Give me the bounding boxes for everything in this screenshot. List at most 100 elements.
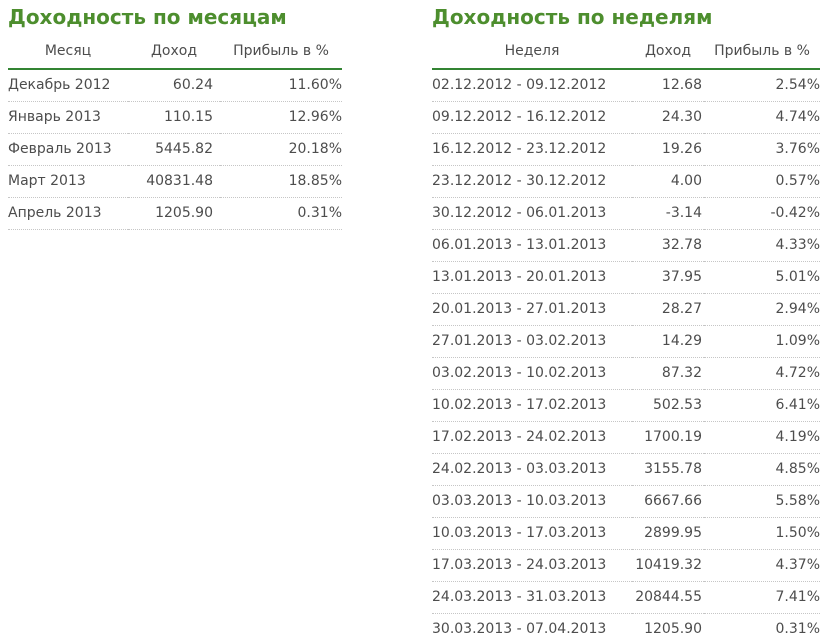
table-row: 10.03.2013 - 17.03.2013 2899.95 1.50% xyxy=(432,517,820,550)
monthly-income-cell: 1205.90 xyxy=(128,197,220,230)
weekly-income-cell: 37.95 xyxy=(632,261,704,294)
table-row: 23.12.2012 - 30.12.2012 4.00 0.57% xyxy=(432,165,820,198)
monthly-period-cell: Март 2013 xyxy=(8,165,128,198)
monthly-profit-percent-cell: 0.31% xyxy=(220,197,342,230)
monthly-profit-percent-cell: 20.18% xyxy=(220,133,342,166)
monthly-column-header-month: Месяц xyxy=(8,35,128,70)
table-row: 13.01.2013 - 20.01.2013 37.95 5.01% xyxy=(432,261,820,294)
table-row: Декабрь 2012 60.24 11.60% xyxy=(8,69,342,102)
table-row: Февраль 2013 5445.82 20.18% xyxy=(8,133,342,166)
table-row: 06.01.2013 - 13.01.2013 32.78 4.33% xyxy=(432,229,820,262)
table-row: 20.01.2013 - 27.01.2013 28.27 2.94% xyxy=(432,293,820,326)
weekly-profit-percent-cell: 5.58% xyxy=(704,485,820,518)
table-row: 17.03.2013 - 24.03.2013 10419.32 4.37% xyxy=(432,549,820,582)
monthly-column-header-profit: Прибыль в % xyxy=(220,35,342,70)
weekly-period-cell: 03.02.2013 - 10.02.2013 xyxy=(432,357,632,390)
weekly-profit-percent-cell: 4.72% xyxy=(704,357,820,390)
monthly-income-cell: 60.24 xyxy=(128,69,220,102)
weekly-profit-percent-cell: 2.94% xyxy=(704,293,820,326)
weekly-income-cell: 4.00 xyxy=(632,165,704,198)
table-row: 02.12.2012 - 09.12.2012 12.68 2.54% xyxy=(432,69,820,102)
weekly-income-cell: 2899.95 xyxy=(632,517,704,550)
table-row: 30.03.2013 - 07.04.2013 1205.90 0.31% xyxy=(432,613,820,640)
weekly-column-header-profit: Прибыль в % xyxy=(704,35,820,70)
weekly-period-cell: 13.01.2013 - 20.01.2013 xyxy=(432,261,632,294)
weekly-table-body: 02.12.2012 - 09.12.2012 12.68 2.54% 09.12.2… xyxy=(432,69,820,640)
weekly-period-cell: 17.02.2013 - 24.02.2013 xyxy=(432,421,632,454)
weekly-profit-percent-cell: 0.31% xyxy=(704,613,820,640)
monthly-table-header: Месяц Доход Прибыль в % xyxy=(8,35,342,70)
weekly-profitability-table: Неделя Доход Прибыль в % 02.12.2012 - 09… xyxy=(432,35,820,640)
weekly-period-cell: 02.12.2012 - 09.12.2012 xyxy=(432,69,632,102)
weekly-income-cell: 24.30 xyxy=(632,101,704,134)
weekly-income-cell: 3155.78 xyxy=(632,453,704,486)
table-row: 16.12.2012 - 23.12.2012 19.26 3.76% xyxy=(432,133,820,166)
monthly-income-cell: 5445.82 xyxy=(128,133,220,166)
weekly-profit-percent-cell: 4.85% xyxy=(704,453,820,486)
table-header-row: Месяц Доход Прибыль в % xyxy=(8,35,342,70)
monthly-column-header-income: Доход xyxy=(128,35,220,70)
weekly-profit-percent-cell: 5.01% xyxy=(704,261,820,294)
weekly-profit-percent-cell: 3.76% xyxy=(704,133,820,166)
weekly-profit-percent-cell: 1.50% xyxy=(704,517,820,550)
weekly-profitability-section: Доходность по неделям Неделя Доход Прибы… xyxy=(432,6,820,640)
monthly-period-cell: Февраль 2013 xyxy=(8,133,128,166)
weekly-period-cell: 10.03.2013 - 17.03.2013 xyxy=(432,517,632,550)
table-row: 30.12.2012 - 06.01.2013 -3.14 -0.42% xyxy=(432,197,820,230)
weekly-income-cell: 10419.32 xyxy=(632,549,704,582)
weekly-income-cell: 20844.55 xyxy=(632,581,704,614)
weekly-income-cell: 28.27 xyxy=(632,293,704,326)
weekly-profit-percent-cell: 4.37% xyxy=(704,549,820,582)
monthly-table-body: Декабрь 2012 60.24 11.60% Январь 2013 110.15… xyxy=(8,69,342,230)
monthly-profitability-table: Месяц Доход Прибыль в % Декабрь 2012 60.2… xyxy=(8,35,342,230)
weekly-period-cell: 10.02.2013 - 17.02.2013 xyxy=(432,389,632,422)
weekly-period-cell: 17.03.2013 - 24.03.2013 xyxy=(432,549,632,582)
weekly-income-cell: 12.68 xyxy=(632,69,704,102)
monthly-income-cell: 110.15 xyxy=(128,101,220,134)
weekly-profit-percent-cell: 4.74% xyxy=(704,101,820,134)
weekly-income-cell: 32.78 xyxy=(632,229,704,262)
weekly-profit-percent-cell: 4.33% xyxy=(704,229,820,262)
monthly-profit-percent-cell: 18.85% xyxy=(220,165,342,198)
monthly-profit-percent-cell: 12.96% xyxy=(220,101,342,134)
weekly-period-cell: 24.02.2013 - 03.03.2013 xyxy=(432,453,632,486)
table-row: 03.02.2013 - 10.02.2013 87.32 4.72% xyxy=(432,357,820,390)
table-row: Апрель 2013 1205.90 0.31% xyxy=(8,197,342,230)
weekly-profit-percent-cell: 0.57% xyxy=(704,165,820,198)
table-row: 17.02.2013 - 24.02.2013 1700.19 4.19% xyxy=(432,421,820,454)
weekly-profit-percent-cell: -0.42% xyxy=(704,197,820,230)
table-row: 09.12.2012 - 16.12.2012 24.30 4.74% xyxy=(432,101,820,134)
monthly-profit-percent-cell: 11.60% xyxy=(220,69,342,102)
table-header-row: Неделя Доход Прибыль в % xyxy=(432,35,820,70)
weekly-income-cell: 19.26 xyxy=(632,133,704,166)
weekly-period-cell: 24.03.2013 - 31.03.2013 xyxy=(432,581,632,614)
weekly-income-cell: 1700.19 xyxy=(632,421,704,454)
weekly-period-cell: 20.01.2013 - 27.01.2013 xyxy=(432,293,632,326)
weekly-profit-percent-cell: 7.41% xyxy=(704,581,820,614)
table-row: Январь 2013 110.15 12.96% xyxy=(8,101,342,134)
table-row: 03.03.2013 - 10.03.2013 6667.66 5.58% xyxy=(432,485,820,518)
table-row: 27.01.2013 - 03.02.2013 14.29 1.09% xyxy=(432,325,820,358)
weekly-column-header-income: Доход xyxy=(632,35,704,70)
table-row: Март 2013 40831.48 18.85% xyxy=(8,165,342,198)
table-row: 10.02.2013 - 17.02.2013 502.53 6.41% xyxy=(432,389,820,422)
weekly-income-cell: -3.14 xyxy=(632,197,704,230)
weekly-period-cell: 09.12.2012 - 16.12.2012 xyxy=(432,101,632,134)
weekly-period-cell: 16.12.2012 - 23.12.2012 xyxy=(432,133,632,166)
weekly-column-header-week: Неделя xyxy=(432,35,632,70)
weekly-period-cell: 03.03.2013 - 10.03.2013 xyxy=(432,485,632,518)
monthly-period-cell: Январь 2013 xyxy=(8,101,128,134)
weekly-profit-percent-cell: 6.41% xyxy=(704,389,820,422)
weekly-income-cell: 87.32 xyxy=(632,357,704,390)
monthly-income-cell: 40831.48 xyxy=(128,165,220,198)
weekly-period-cell: 30.12.2012 - 06.01.2013 xyxy=(432,197,632,230)
weekly-income-cell: 1205.90 xyxy=(632,613,704,640)
weekly-income-cell: 14.29 xyxy=(632,325,704,358)
table-row: 24.02.2013 - 03.03.2013 3155.78 4.85% xyxy=(432,453,820,486)
weekly-income-cell: 502.53 xyxy=(632,389,704,422)
monthly-period-cell: Апрель 2013 xyxy=(8,197,128,230)
weekly-period-cell: 27.01.2013 - 03.02.2013 xyxy=(432,325,632,358)
weekly-table-header: Неделя Доход Прибыль в % xyxy=(432,35,820,70)
monthly-profitability-section: Доходность по месяцам Месяц Доход Прибыл… xyxy=(8,6,342,230)
